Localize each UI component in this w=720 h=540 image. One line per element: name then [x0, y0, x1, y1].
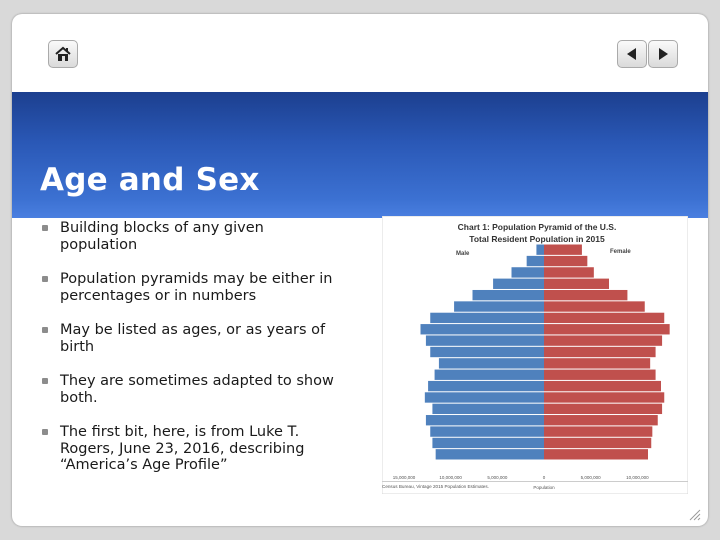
page-curl-icon: [689, 509, 701, 521]
x-tick-label: 10,000,000: [626, 475, 649, 480]
bullet-item: May be listed as ages, or as years of bi…: [34, 322, 334, 355]
female-bar: [544, 449, 648, 460]
female-bar: [544, 369, 656, 380]
male-bar: [526, 255, 544, 267]
population-pyramid-chart: Chart 1: Population Pyramid of the U.S. …: [382, 216, 688, 494]
next-slide-button[interactable]: [648, 40, 678, 68]
legend-female: Female: [610, 249, 631, 255]
male-bar: [430, 346, 544, 358]
title-band: [12, 92, 708, 218]
male-bar: [425, 335, 544, 346]
x-tick-label: 15,000,000: [393, 475, 416, 480]
male-bar: [511, 267, 544, 278]
female-bar: [544, 380, 661, 392]
male-bar: [428, 380, 544, 392]
female-bar: [544, 289, 628, 301]
male-bar: [434, 369, 544, 380]
male-bar: [438, 358, 544, 369]
arrow-right-icon: [659, 48, 668, 60]
bullet-item: Building blocks of any given population: [34, 220, 334, 253]
x-tick-label: 0: [543, 475, 546, 480]
bullet-item: Population pyramids may be either in per…: [34, 271, 334, 304]
male-bar: [493, 278, 544, 289]
female-bar: [544, 278, 609, 289]
chart-source: Census Bureau, Vintage 2015 Population E…: [382, 481, 688, 489]
female-bar: [544, 392, 665, 403]
slide-title: Age and Sex: [40, 162, 260, 198]
arrow-left-icon: [627, 48, 636, 60]
x-tick-label: 5,000,000: [487, 475, 508, 480]
male-bar: [430, 426, 544, 437]
female-bar: [544, 255, 588, 267]
slide: Age and Sex Building blocks of any given…: [12, 14, 708, 526]
x-axis-ticks: 15,000,000 10,000,000 5,000,000 0 5,000,000 1…: [393, 475, 649, 480]
x-tick-label: 10,000,000: [439, 475, 462, 480]
male-bar: [430, 312, 544, 324]
male-bar: [420, 324, 544, 335]
bullet-list: Building blocks of any given population …: [34, 220, 334, 492]
female-bar: [544, 244, 582, 255]
female-bar: [544, 415, 658, 426]
legend-male: Male: [456, 251, 470, 257]
male-bar: [424, 392, 544, 403]
female-bar: [544, 312, 665, 324]
female-bar: [544, 335, 663, 346]
male-bar: [454, 301, 544, 312]
male-bar: [425, 415, 544, 426]
female-bar: [544, 267, 594, 278]
x-tick-label: 5,000,000: [581, 475, 602, 480]
female-bar: [544, 426, 653, 437]
x-axis-label: Population: [533, 485, 555, 490]
bullet-item: The first bit, here, is from Luke T. Rog…: [34, 424, 334, 474]
female-bar: [544, 301, 645, 312]
female-bar: [544, 437, 652, 449]
bullet-item: They are sometimes adapted to show both.: [34, 373, 334, 406]
pyramid-bars: [420, 244, 670, 460]
male-bar: [536, 244, 544, 255]
female-bar: [544, 403, 663, 415]
male-bar: [432, 437, 544, 449]
chart-subtitle: Total Resident Population in 2015: [469, 234, 605, 244]
male-bar: [435, 449, 544, 460]
previous-slide-button[interactable]: [617, 40, 647, 68]
male-bar: [472, 289, 544, 301]
female-bar: [544, 324, 670, 335]
chart-title: Chart 1: Population Pyramid of the U.S.: [458, 222, 617, 232]
female-bar: [544, 358, 651, 369]
male-bar: [432, 403, 544, 415]
female-bar: [544, 346, 656, 358]
home-icon: [55, 46, 71, 61]
home-button[interactable]: [48, 40, 78, 68]
